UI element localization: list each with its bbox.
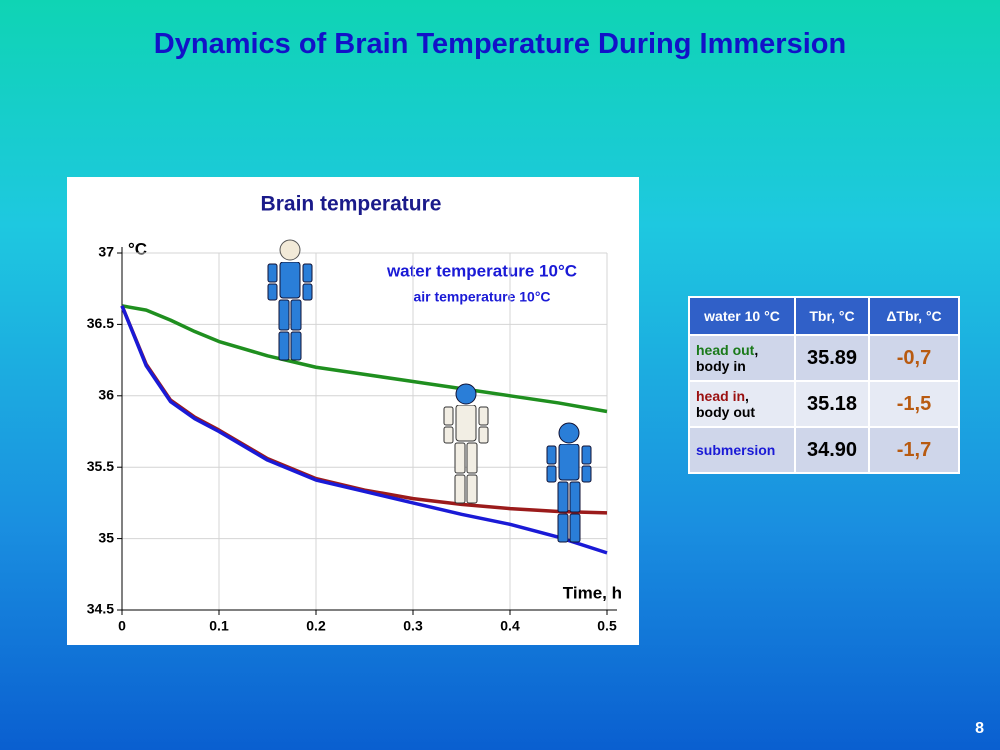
- figure-head: [455, 383, 477, 405]
- annotation: air temperature 10°C: [413, 289, 550, 305]
- x-tick-label: 0.1: [209, 618, 229, 634]
- header-cell: ΔTbr, °C: [868, 296, 960, 336]
- x-tick-label: 0.5: [597, 618, 617, 634]
- figures: [267, 239, 592, 543]
- label-second: body out: [696, 404, 756, 420]
- result-table: water 10 °C Tbr, °C ΔTbr, °C head out, bo…: [688, 296, 960, 474]
- table-row: head out, body in 35.89 -0,7: [688, 334, 960, 382]
- page-number: 8: [975, 720, 984, 737]
- x-tick-label: 0: [118, 618, 126, 634]
- annotation: water temperature 10°C: [386, 261, 577, 280]
- table-row: submersion 34.90 -1,7: [688, 426, 960, 474]
- x-tick-label: 0.2: [306, 618, 326, 634]
- table-row: head in, body out 35.18 -1,5: [688, 380, 960, 428]
- slide-title: Dynamics of Brain Temperature During Imm…: [153, 28, 847, 60]
- label-second: body in: [696, 358, 746, 374]
- dtbr-cell: -1,7: [868, 426, 960, 474]
- label-main: head out: [696, 342, 755, 358]
- label-tail: ,: [754, 342, 759, 358]
- y-unit: °C: [128, 239, 147, 258]
- y-tick-label: 36: [98, 387, 114, 403]
- tbr-cell: 35.18: [794, 380, 870, 428]
- row-label: head out, body in: [688, 334, 796, 382]
- figure-head: [558, 422, 580, 444]
- label-main: head in: [696, 388, 746, 404]
- line: [120, 305, 608, 555]
- tbr-cell: 34.90: [794, 426, 870, 474]
- x-label: Time, h: [563, 583, 622, 602]
- y-tick-label: 37: [98, 244, 114, 260]
- dtbr-cell: -0,7: [868, 334, 960, 382]
- chart-panel: [67, 177, 639, 645]
- header-cell: water 10 °C: [688, 296, 796, 336]
- dtbr-cell: -1,5: [868, 380, 960, 428]
- label-tail: ,: [745, 388, 749, 404]
- x-tick-label: 0.4: [500, 618, 520, 634]
- figure-head: [279, 239, 301, 261]
- y-tick-label: 35.5: [87, 458, 114, 474]
- chart-title: Brain temperature: [261, 193, 442, 216]
- y-tick-label: 35: [98, 529, 114, 545]
- table-header: water 10 °C Tbr, °C ΔTbr, °C: [688, 296, 960, 336]
- label-main: submersion: [696, 442, 776, 458]
- row-label: head in, body out: [688, 380, 796, 428]
- line: [121, 304, 608, 414]
- x-tick-label: 0.3: [403, 618, 423, 634]
- header-cell: Tbr, °C: [794, 296, 870, 336]
- row-label: submersion: [688, 426, 796, 474]
- y-tick-label: 34.5: [87, 601, 114, 617]
- y-tick-label: 36.5: [87, 315, 114, 331]
- tbr-cell: 35.89: [794, 334, 870, 382]
